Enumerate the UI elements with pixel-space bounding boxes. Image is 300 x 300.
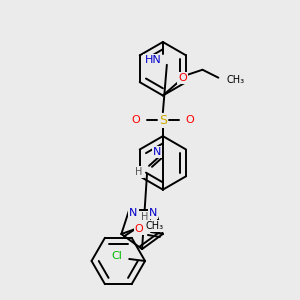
Text: O: O bbox=[135, 224, 143, 234]
Text: HN: HN bbox=[145, 55, 161, 65]
Text: O: O bbox=[178, 73, 187, 83]
Text: N: N bbox=[153, 147, 161, 157]
Text: Cl: Cl bbox=[112, 251, 123, 261]
Text: S: S bbox=[159, 114, 167, 127]
Text: CH₃: CH₃ bbox=[145, 221, 163, 231]
Text: N: N bbox=[149, 208, 157, 218]
Text: O: O bbox=[185, 115, 194, 125]
Text: N: N bbox=[129, 208, 137, 218]
Text: CH₃: CH₃ bbox=[226, 75, 244, 85]
Text: O: O bbox=[132, 115, 140, 125]
Text: H: H bbox=[135, 167, 143, 177]
Text: H: H bbox=[141, 212, 149, 222]
